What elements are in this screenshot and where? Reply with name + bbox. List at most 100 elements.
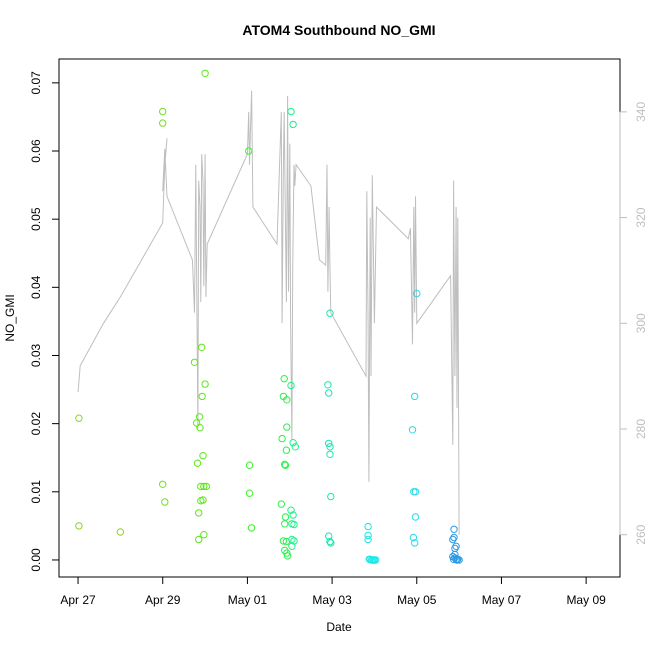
data-point — [159, 107, 167, 116]
data-point — [290, 520, 298, 529]
data-point — [245, 489, 254, 497]
data-point — [282, 446, 291, 454]
y-tick-label: 0.04 — [29, 275, 43, 299]
data-point — [324, 381, 332, 389]
data-point — [411, 392, 419, 401]
data-point — [75, 414, 83, 422]
series-line — [77, 90, 460, 535]
data-point — [408, 426, 417, 434]
data-point — [159, 119, 167, 127]
data-point — [245, 147, 253, 155]
y-tick-label: 0.07 — [29, 71, 43, 95]
x-tick-label: May 07 — [482, 593, 522, 607]
data-point — [75, 522, 83, 530]
data-point — [449, 555, 458, 563]
data-point — [364, 531, 372, 540]
data-point — [283, 552, 292, 560]
data-point — [199, 496, 207, 504]
line-layer — [77, 90, 460, 535]
y-tick-label: 0.02 — [29, 412, 43, 436]
data-point — [198, 392, 206, 401]
data-point — [202, 482, 211, 491]
data-point — [411, 539, 419, 547]
data-point — [291, 443, 299, 451]
data-point — [283, 396, 291, 404]
data-point — [409, 533, 418, 542]
y-tick-label: 0.01 — [29, 480, 43, 504]
data-point — [195, 413, 204, 421]
data-point — [280, 375, 288, 383]
x-tick-label: May 05 — [397, 593, 437, 607]
data-point — [450, 525, 458, 533]
x-axis-label: Date — [326, 620, 352, 634]
data-point — [326, 443, 334, 451]
x-axis: Apr 27 Apr 29 May 01 May 03 May 05 May 07 May … — [60, 576, 606, 607]
y-tick-label: 0.03 — [29, 343, 43, 367]
y-tick-label: 0.06 — [29, 139, 43, 163]
y2-axis: 260 280 300 320 340 — [619, 102, 648, 545]
data-point — [450, 533, 458, 542]
y-axis-label: NO_GMI — [3, 294, 17, 341]
data-point — [372, 556, 380, 564]
data-point — [413, 289, 421, 298]
chart-title: ATOM4 Southbound NO_GMI — [242, 22, 435, 38]
data-point — [281, 460, 289, 469]
data-point — [327, 539, 335, 547]
data-point — [247, 524, 256, 532]
y2-tick-label: 260 — [634, 524, 648, 544]
data-point — [281, 513, 290, 521]
data-point — [200, 531, 208, 539]
point-layer — [75, 69, 463, 564]
data-point — [279, 537, 288, 545]
data-point — [193, 459, 202, 467]
x-tick-label: Apr 27 — [60, 593, 96, 607]
data-point — [200, 482, 208, 491]
y-axis: 0.00 0.01 0.02 0.03 0.04 0.05 0.06 0.07 — [29, 71, 60, 572]
data-point — [327, 492, 335, 501]
data-point — [289, 439, 297, 447]
data-point — [411, 488, 420, 496]
data-point — [277, 500, 285, 508]
data-point — [289, 511, 297, 519]
x-tick-label: Apr 29 — [145, 593, 181, 607]
plot-frame — [58, 58, 621, 578]
data-point — [197, 482, 205, 491]
y-tick-label: 0.00 — [29, 548, 43, 572]
data-point — [245, 461, 254, 469]
data-point — [326, 450, 334, 458]
data-point — [364, 535, 372, 544]
data-point — [449, 535, 457, 544]
data-point — [159, 480, 167, 488]
data-point — [326, 309, 334, 317]
data-point — [287, 107, 295, 116]
data-point — [325, 532, 333, 540]
data-point — [290, 537, 298, 545]
y2-tick-label: 320 — [634, 207, 648, 227]
data-point — [199, 452, 207, 460]
data-point — [411, 513, 420, 521]
data-point — [198, 343, 206, 351]
data-point — [161, 498, 169, 506]
data-point — [196, 424, 204, 432]
y-tick-label: 0.05 — [29, 207, 43, 231]
data-point — [325, 389, 333, 397]
x-tick-label: May 03 — [312, 593, 352, 607]
data-point — [325, 439, 333, 448]
data-point — [195, 509, 203, 517]
y2-tick-label: 300 — [634, 313, 648, 333]
data-point — [287, 506, 295, 514]
data-point — [201, 69, 209, 78]
data-point — [116, 528, 125, 536]
data-point — [452, 542, 460, 550]
x-tick-label: May 01 — [228, 593, 268, 607]
data-point — [289, 120, 297, 129]
data-point — [453, 556, 461, 564]
data-point — [281, 461, 290, 469]
data-point — [287, 381, 295, 390]
y2-tick-label: 280 — [634, 419, 648, 439]
data-point — [195, 535, 203, 544]
data-point — [455, 556, 463, 564]
data-point — [326, 537, 334, 546]
data-point — [283, 423, 291, 431]
